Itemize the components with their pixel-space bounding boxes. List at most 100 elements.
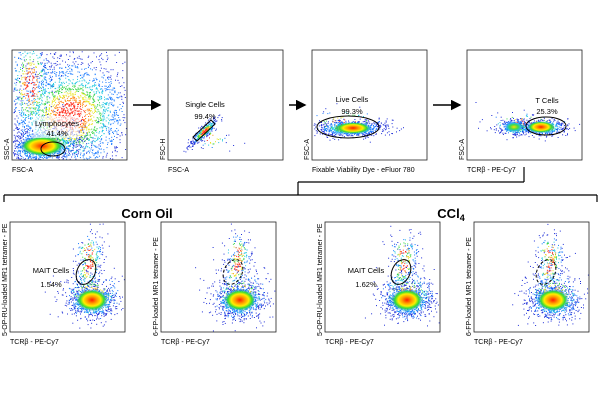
event-dot [53, 68, 55, 70]
event-dot [55, 107, 57, 109]
event-dot [100, 115, 101, 117]
event-dot [119, 135, 121, 137]
event-dot [106, 71, 108, 73]
event-dot [53, 66, 55, 68]
event-dot [73, 145, 75, 147]
event-dot [46, 80, 48, 82]
event-dot [72, 149, 74, 151]
event-dot [204, 129, 206, 131]
event-dot [214, 119, 216, 121]
event-dot [107, 98, 108, 100]
event-dot [73, 110, 75, 112]
event-dot [94, 138, 96, 139]
event-dot [15, 110, 16, 112]
event-dot [68, 83, 70, 85]
event-dot [370, 130, 372, 132]
event-dot [98, 144, 100, 146]
event-dot [37, 108, 39, 110]
event-dot [99, 55, 100, 57]
event-dot [202, 139, 204, 141]
event-dot [54, 107, 56, 109]
event-dot [60, 115, 62, 117]
event-dot [96, 92, 97, 94]
event-dot [62, 81, 64, 83]
event-dot [16, 154, 18, 156]
event-dot [203, 130, 205, 132]
event-dot [186, 147, 188, 149]
event-dot [21, 109, 23, 111]
event-dot [103, 115, 105, 117]
event-dot [25, 152, 26, 154]
event-dot [49, 105, 51, 106]
event-dot [368, 121, 370, 123]
event-dot [320, 125, 322, 127]
event-dot [44, 62, 46, 64]
event-dot [108, 96, 110, 98]
event-dot [31, 124, 33, 126]
event-dot [77, 107, 78, 109]
event-dot [54, 91, 56, 93]
event-dot [29, 103, 31, 105]
event-dot [206, 140, 208, 141]
event-dot [83, 150, 84, 152]
event-dot [77, 110, 79, 112]
event-dot [45, 72, 47, 74]
event-dot [44, 103, 46, 105]
event-dot [79, 100, 81, 101]
event-dot [41, 71, 43, 72]
event-dot [85, 118, 86, 119]
event-dot [62, 85, 64, 87]
event-dot [330, 126, 332, 128]
event-dot [72, 83, 74, 85]
event-dot [20, 132, 22, 134]
event-dot [82, 85, 84, 87]
event-dot [206, 129, 208, 131]
event-dot [316, 131, 318, 133]
event-dot [99, 112, 101, 114]
event-dot [96, 79, 97, 81]
event-dot [202, 144, 204, 146]
event-dot [45, 101, 47, 103]
event-dot [81, 129, 83, 131]
event-dot [109, 102, 111, 104]
event-dot [16, 82, 18, 84]
event-dot [57, 91, 59, 93]
event-dot [366, 120, 368, 122]
event-dot [85, 68, 87, 69]
event-dot [49, 75, 51, 77]
event-dot [94, 73, 96, 75]
event-dot [56, 97, 58, 99]
event-dot [194, 143, 196, 145]
event-dot [195, 139, 197, 141]
event-dot [81, 120, 82, 122]
event-dot [67, 59, 69, 60]
event-dot [113, 139, 114, 140]
event-dot [81, 80, 83, 82]
event-dot [28, 156, 30, 158]
event-dot [213, 117, 214, 119]
event-dot [102, 123, 104, 125]
event-dot [328, 130, 330, 132]
event-dot [326, 136, 328, 138]
event-dot [187, 149, 189, 151]
event-dot [202, 130, 204, 132]
event-dot [104, 96, 105, 98]
event-dot [60, 87, 62, 89]
event-dot [24, 119, 26, 121]
event-dot [27, 93, 29, 95]
event-dot [17, 150, 19, 152]
event-dot [59, 55, 61, 57]
event-dot [80, 152, 82, 154]
event-dot [371, 130, 373, 132]
event-dot [216, 120, 218, 122]
event-dot [28, 82, 30, 84]
event-dot [26, 80, 28, 82]
event-dot [95, 139, 97, 141]
event-dot [80, 146, 82, 148]
event-dot [70, 105, 72, 107]
event-dot [78, 140, 80, 142]
event-dot [104, 88, 106, 90]
event-dot [103, 105, 105, 107]
event-dot [364, 121, 366, 123]
event-dot [108, 138, 110, 140]
